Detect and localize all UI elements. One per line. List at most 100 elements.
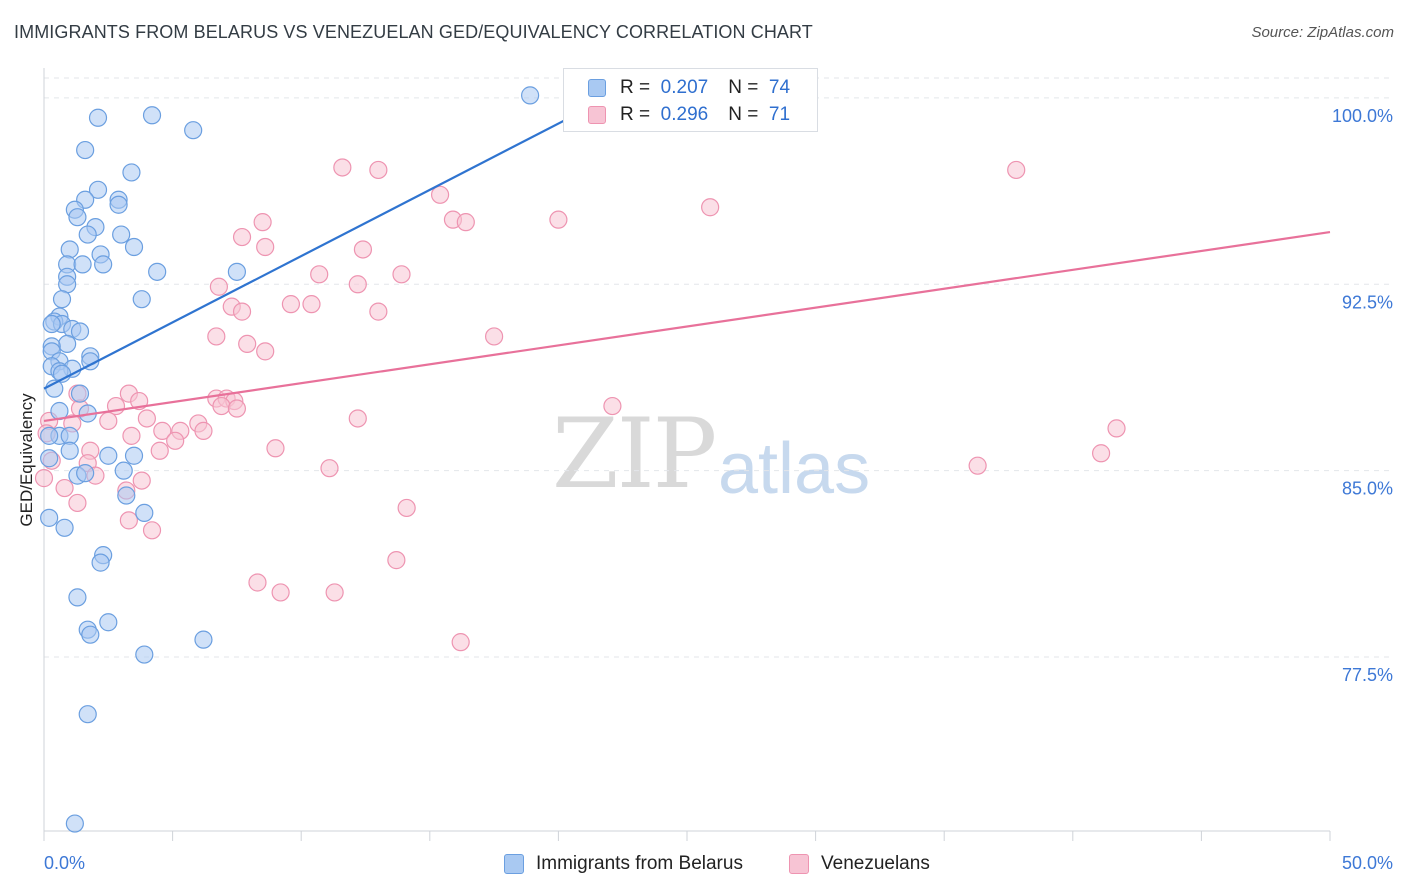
point-belarus [148,262,167,281]
point-belarus [521,86,540,105]
point-belarus [88,108,108,127]
point-belarus [81,625,100,644]
point-venezuelans [266,439,285,458]
point-venezuelans [369,160,388,180]
point-venezuelans [166,431,185,450]
point-venezuelans [209,277,228,296]
legend-n-label: N = [728,77,759,98]
point-belarus [65,814,84,833]
point-venezuelans [227,399,246,418]
y-axis-title: GED/Equivalency [17,393,36,527]
point-venezuelans [348,275,367,294]
point-belarus [99,446,118,465]
point-venezuelans [1107,419,1126,438]
stats-legend: R = 0.207 N = 74 R = 0.296 N = 71 [563,68,818,132]
point-venezuelans [212,396,231,416]
y-tick-label: 77.5% [1342,665,1393,685]
trend-lines [43,109,1331,423]
point-venezuelans [968,456,987,475]
bottom-legend-belarus: Immigrants from Belarus [504,852,743,876]
point-venezuelans [456,213,475,232]
watermark-zip: ZIP [552,398,717,510]
point-belarus [194,630,213,649]
legend-row-venezuelans: R = 0.296 N = 71 [588,104,790,126]
point-belarus [42,314,61,334]
point-belarus [40,508,59,527]
point-belarus [52,290,72,309]
point-venezuelans [119,511,138,530]
point-belarus [135,645,154,664]
point-belarus [227,262,246,281]
point-belarus [114,461,133,480]
point-belarus [117,486,136,505]
point-venezuelans [310,265,329,284]
bottom-legend-label-venezuelans: Venezuelans [821,853,930,874]
point-belarus [124,446,144,465]
point-belarus [88,180,108,199]
watermark-atlas: atlas [718,429,871,509]
legend-r-label: R = [620,104,651,125]
point-venezuelans [281,295,301,314]
chart-source: Source: ZipAtlas.com [1251,24,1394,41]
point-belarus [40,426,59,445]
point-venezuelans [333,158,352,177]
legend-n-label: N = [728,104,759,125]
point-venezuelans [392,265,411,284]
point-venezuelans [320,459,339,478]
point-belarus [76,464,95,483]
point-belarus [124,237,144,257]
point-venezuelans [253,213,272,232]
point-belarus [91,553,110,572]
point-belarus [112,225,131,244]
point-venezuelans [397,498,416,518]
legend-n-value: 71 [768,104,791,125]
trend-line-venezuelans [43,230,1331,423]
point-venezuelans [451,633,470,652]
bottom-legend-swatch-venezuelans [789,854,809,874]
point-venezuelans [603,396,622,416]
legend-r-label: R = [620,77,651,98]
point-venezuelans [701,198,720,217]
point-venezuelans [150,441,169,460]
legend-r-value: 0.207 [660,77,709,98]
point-venezuelans [302,295,321,314]
point-venezuelans [232,227,252,247]
point-venezuelans [549,210,568,229]
point-venezuelans [68,493,87,513]
point-venezuelans [55,478,74,498]
trend-line-belarus [43,109,585,390]
point-venezuelans [256,342,275,361]
point-belarus [132,290,151,309]
point-venezuelans [153,421,172,440]
y-tick-label: 100.0% [1332,106,1393,126]
point-belarus [73,255,92,274]
point-venezuelans [325,583,344,602]
point-venezuelans [207,327,226,346]
point-venezuelans [1007,160,1026,180]
legend-swatch-belarus [588,79,606,97]
data-points [34,86,1126,833]
legend-r-value: 0.296 [660,104,709,125]
point-venezuelans [34,469,54,488]
point-belarus [58,334,77,354]
point-belarus [109,195,128,214]
point-belarus [55,518,74,537]
point-venezuelans [348,409,367,428]
point-belarus [142,106,162,125]
point-venezuelans [194,421,213,440]
point-belarus [184,121,203,140]
chart-title: IMMIGRANTS FROM BELARUS VS VENEZUELAN GE… [14,22,813,42]
point-venezuelans [1091,444,1111,463]
point-venezuelans [353,240,373,259]
legend-row-belarus: R = 0.207 N = 74 [588,77,790,99]
axes [43,68,1331,841]
point-venezuelans [256,237,275,257]
point-belarus [135,503,154,523]
point-belarus [94,255,113,274]
legend-n-value: 74 [768,77,791,98]
point-venezuelans [238,334,257,354]
point-venezuelans [122,426,141,445]
point-belarus [99,613,118,632]
x-tick-label: 0.0% [44,853,85,873]
point-venezuelans [271,583,290,602]
